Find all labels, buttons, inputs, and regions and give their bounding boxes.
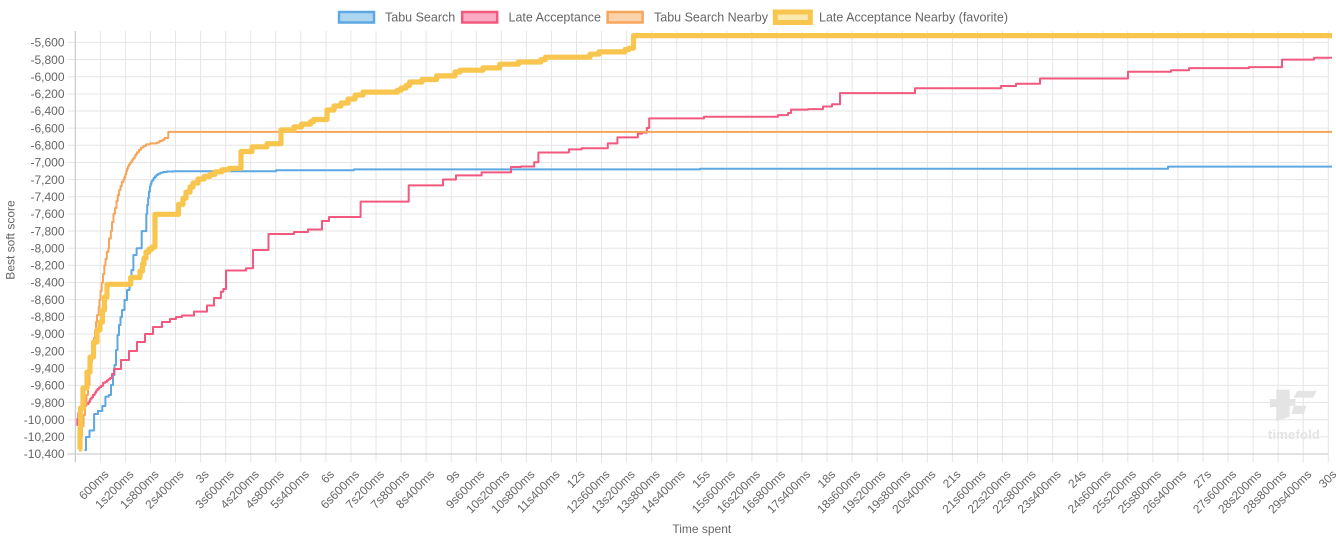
svg-text:-9,600: -9,600 — [30, 379, 64, 393]
svg-text:Tabu Search: Tabu Search — [385, 11, 455, 25]
svg-text:-5,600: -5,600 — [30, 36, 64, 50]
svg-text:-8,000: -8,000 — [30, 241, 64, 255]
svg-text:-9,400: -9,400 — [30, 361, 64, 375]
svg-text:Tabu Search Nearby: Tabu Search Nearby — [654, 11, 769, 25]
svg-text:-9,800: -9,800 — [30, 396, 64, 410]
svg-text:-8,200: -8,200 — [30, 259, 64, 273]
svg-text:-7,600: -7,600 — [30, 207, 64, 221]
svg-text:timefold: timefold — [1268, 427, 1320, 442]
svg-text:-8,800: -8,800 — [30, 310, 64, 324]
svg-text:Late Acceptance Nearby (favori: Late Acceptance Nearby (favorite) — [819, 11, 1008, 25]
svg-text:-7,400: -7,400 — [30, 190, 64, 204]
svg-text:-5,800: -5,800 — [30, 53, 64, 67]
svg-text:-9,000: -9,000 — [30, 327, 64, 341]
svg-text:-9,200: -9,200 — [30, 344, 64, 358]
svg-text:Late Acceptance: Late Acceptance — [509, 11, 601, 25]
svg-text:-7,800: -7,800 — [30, 224, 64, 238]
svg-text:-6,200: -6,200 — [30, 87, 64, 101]
svg-text:-8,600: -8,600 — [30, 293, 64, 307]
svg-text:Best soft score: Best soft score — [4, 200, 18, 280]
svg-text:-6,800: -6,800 — [30, 139, 64, 153]
svg-text:-6,400: -6,400 — [30, 104, 64, 118]
svg-text:-8,400: -8,400 — [30, 276, 64, 290]
svg-text:-7,200: -7,200 — [30, 173, 64, 187]
svg-text:-10,200: -10,200 — [24, 430, 65, 444]
svg-text:-6,000: -6,000 — [30, 70, 64, 84]
svg-text:-10,000: -10,000 — [24, 413, 65, 427]
svg-text:-10,400: -10,400 — [24, 447, 65, 461]
svg-text:-7,000: -7,000 — [30, 156, 64, 170]
svg-text:Time spent: Time spent — [672, 522, 732, 536]
svg-text:-6,600: -6,600 — [30, 121, 64, 135]
